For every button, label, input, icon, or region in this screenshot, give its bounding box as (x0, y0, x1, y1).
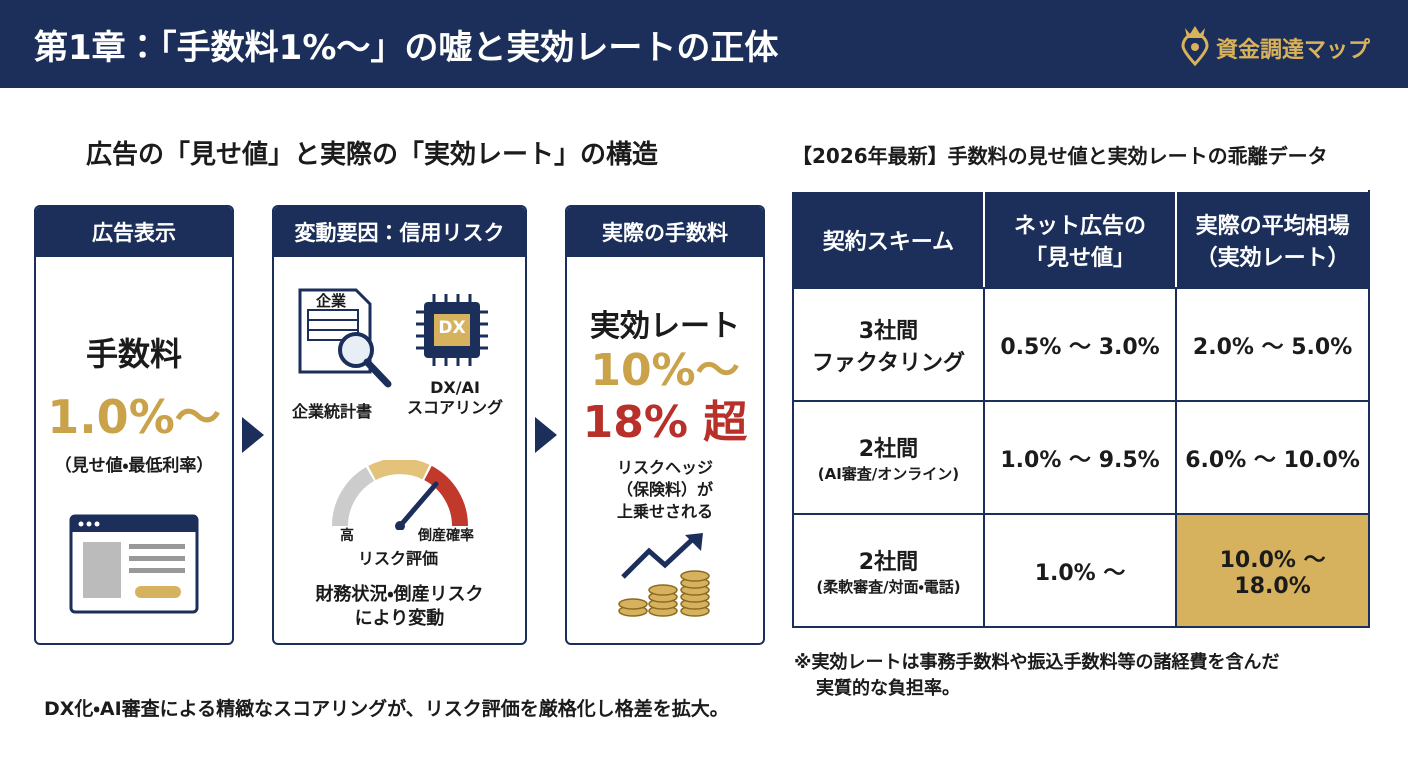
card-note-line: 上乗せされる (616, 502, 713, 521)
chip-label-line: DX/AI (430, 378, 480, 397)
scheme-line: (AI審査/オンライン) (817, 465, 960, 483)
card-note-line: （保険料）が (616, 480, 713, 499)
card-label: 実効レート (590, 309, 740, 344)
header-cell: ネット広告の 「見せ値」 (982, 190, 1178, 289)
scheme-cell: 2社間 (AI審査/オンライン) (792, 400, 985, 515)
card: 実際の手数料 実効レート 10%〜 18% 超 リスクヘッジ （保険料）が 上乗… (565, 205, 765, 645)
chip-label: DX/AI スコアリング (400, 378, 510, 418)
card-value-high: 18% 超 (582, 397, 748, 448)
scheme-cell: 2社間 (柔軟審査/対面・電話) (792, 513, 985, 628)
note-line: 実質的な負担率。 (816, 678, 960, 699)
doc-tag: 企業 (316, 292, 347, 310)
table-row: 3社間ファクタリング 0.5% 〜 3.0% 2.0% 〜 5.0% (792, 287, 1370, 402)
gauge-low: 高 (340, 528, 354, 544)
actual-rate-cell: 6.0% 〜 10.0% (1175, 400, 1370, 515)
ad-rate-cell: 1.0% 〜 (982, 513, 1178, 628)
gauge-icon (331, 460, 468, 530)
rate-table: 契約スキーム ネット広告の 「見せ値」 実際の平均相場 （実効レート） 3社間ファク… (792, 190, 1370, 628)
header-cell: 契約スキーム (792, 190, 985, 289)
header-bar (0, 0, 1408, 88)
logo-icon (1181, 26, 1209, 66)
card-note-line: 財務状況・倒産リスク (315, 584, 484, 605)
header-cell: 実際の平均相場 （実効レート） (1175, 190, 1370, 289)
section-heading: 広告の「見せ値」と実際の「実効レート」の構造 (86, 140, 659, 170)
table-row: 2社間 (AI審査/オンライン) 1.0% 〜 9.5% 6.0% 〜 10.0% (792, 400, 1370, 515)
header-line: 「見せ値」 (1025, 245, 1136, 271)
ad-rate-cell: 0.5% 〜 3.0% (982, 287, 1178, 402)
header-line: 契約スキーム (822, 229, 955, 255)
card: 広告表示 手数料 1.0%〜 （見せ値・最低利率） (34, 205, 234, 645)
card-value: 1.0%〜 (47, 390, 221, 444)
table-note: ※実効レートは事務手数料や振込手数料等の諸経費を含んだ 実質的な負担率。 (794, 650, 1280, 702)
header-line: （実効レート） (1195, 245, 1350, 271)
table-heading: 【2026年最新】手数料の見せ値と実効レートの乖離データ (792, 144, 1328, 168)
header-line: ネット広告の (1014, 213, 1147, 239)
card-note: リスクヘッジ （保険料）が 上乗せされる (567, 457, 763, 523)
browser-icon (69, 514, 199, 614)
chip-text: DX (438, 318, 466, 338)
card-title: 実際の手数料 (567, 207, 763, 257)
card: 変動要因：信用リスク (272, 205, 527, 645)
note-line: ※実効レートは事務手数料や振込手数料等の諸経費を含んだ (794, 652, 1280, 673)
card-title: 広告表示 (36, 207, 232, 257)
scheme-line: (柔軟審査/対面・電話) (816, 578, 961, 596)
slide-title: 第1章：「手数料1%〜」の嘘と実効レートの正体 (34, 28, 779, 68)
doc-label: 企業統計書 (292, 402, 373, 421)
arrow (242, 417, 264, 453)
scheme-line: 2社間 (858, 437, 919, 462)
table-header: 契約スキーム ネット広告の 「見せ値」 実際の平均相場 （実効レート） (792, 190, 1370, 289)
gauge-label: リスク評価 (358, 549, 439, 568)
logo-text: 資金調達マップ (1216, 38, 1371, 63)
coins-icon (618, 533, 710, 617)
card-note-line: により変動 (354, 608, 445, 629)
document-icon (298, 288, 392, 388)
chip-icon (416, 294, 488, 366)
actual-rate-cell: 10.0% 〜 18.0% (1175, 513, 1370, 628)
card-note-line: リスクヘッジ (616, 458, 713, 477)
header-line: 実際の平均相場 (1195, 213, 1350, 239)
card-value-low: 10%〜 (590, 345, 740, 396)
ad-rate-cell: 1.0% 〜 9.5% (982, 400, 1178, 515)
card-note: （見せ値・最低利率） (54, 456, 214, 476)
card-title: 変動要因：信用リスク (274, 207, 525, 257)
scheme-line: 3社間 (858, 318, 919, 344)
actual-rate-cell: 2.0% 〜 5.0% (1175, 287, 1370, 402)
card-label: 手数料 (85, 335, 182, 373)
gauge-high: 倒産確率 (418, 528, 474, 544)
footer-text: DX化・AI審査による精緻なスコアリングが、リスク評価を厳格化し格差を拡大。 (44, 698, 729, 720)
card-note: 財務状況・倒産リスク により変動 (276, 583, 523, 631)
scheme-cell: 3社間ファクタリング (792, 287, 985, 402)
table-row: 2社間 (柔軟審査/対面・電話) 1.0% 〜 10.0% 〜 18.0% (792, 513, 1370, 628)
scheme-line: 2社間 (858, 550, 919, 575)
scheme-line: ファクタリング (811, 350, 966, 376)
chip-label-line: スコアリング (406, 398, 503, 417)
arrow (535, 417, 557, 453)
